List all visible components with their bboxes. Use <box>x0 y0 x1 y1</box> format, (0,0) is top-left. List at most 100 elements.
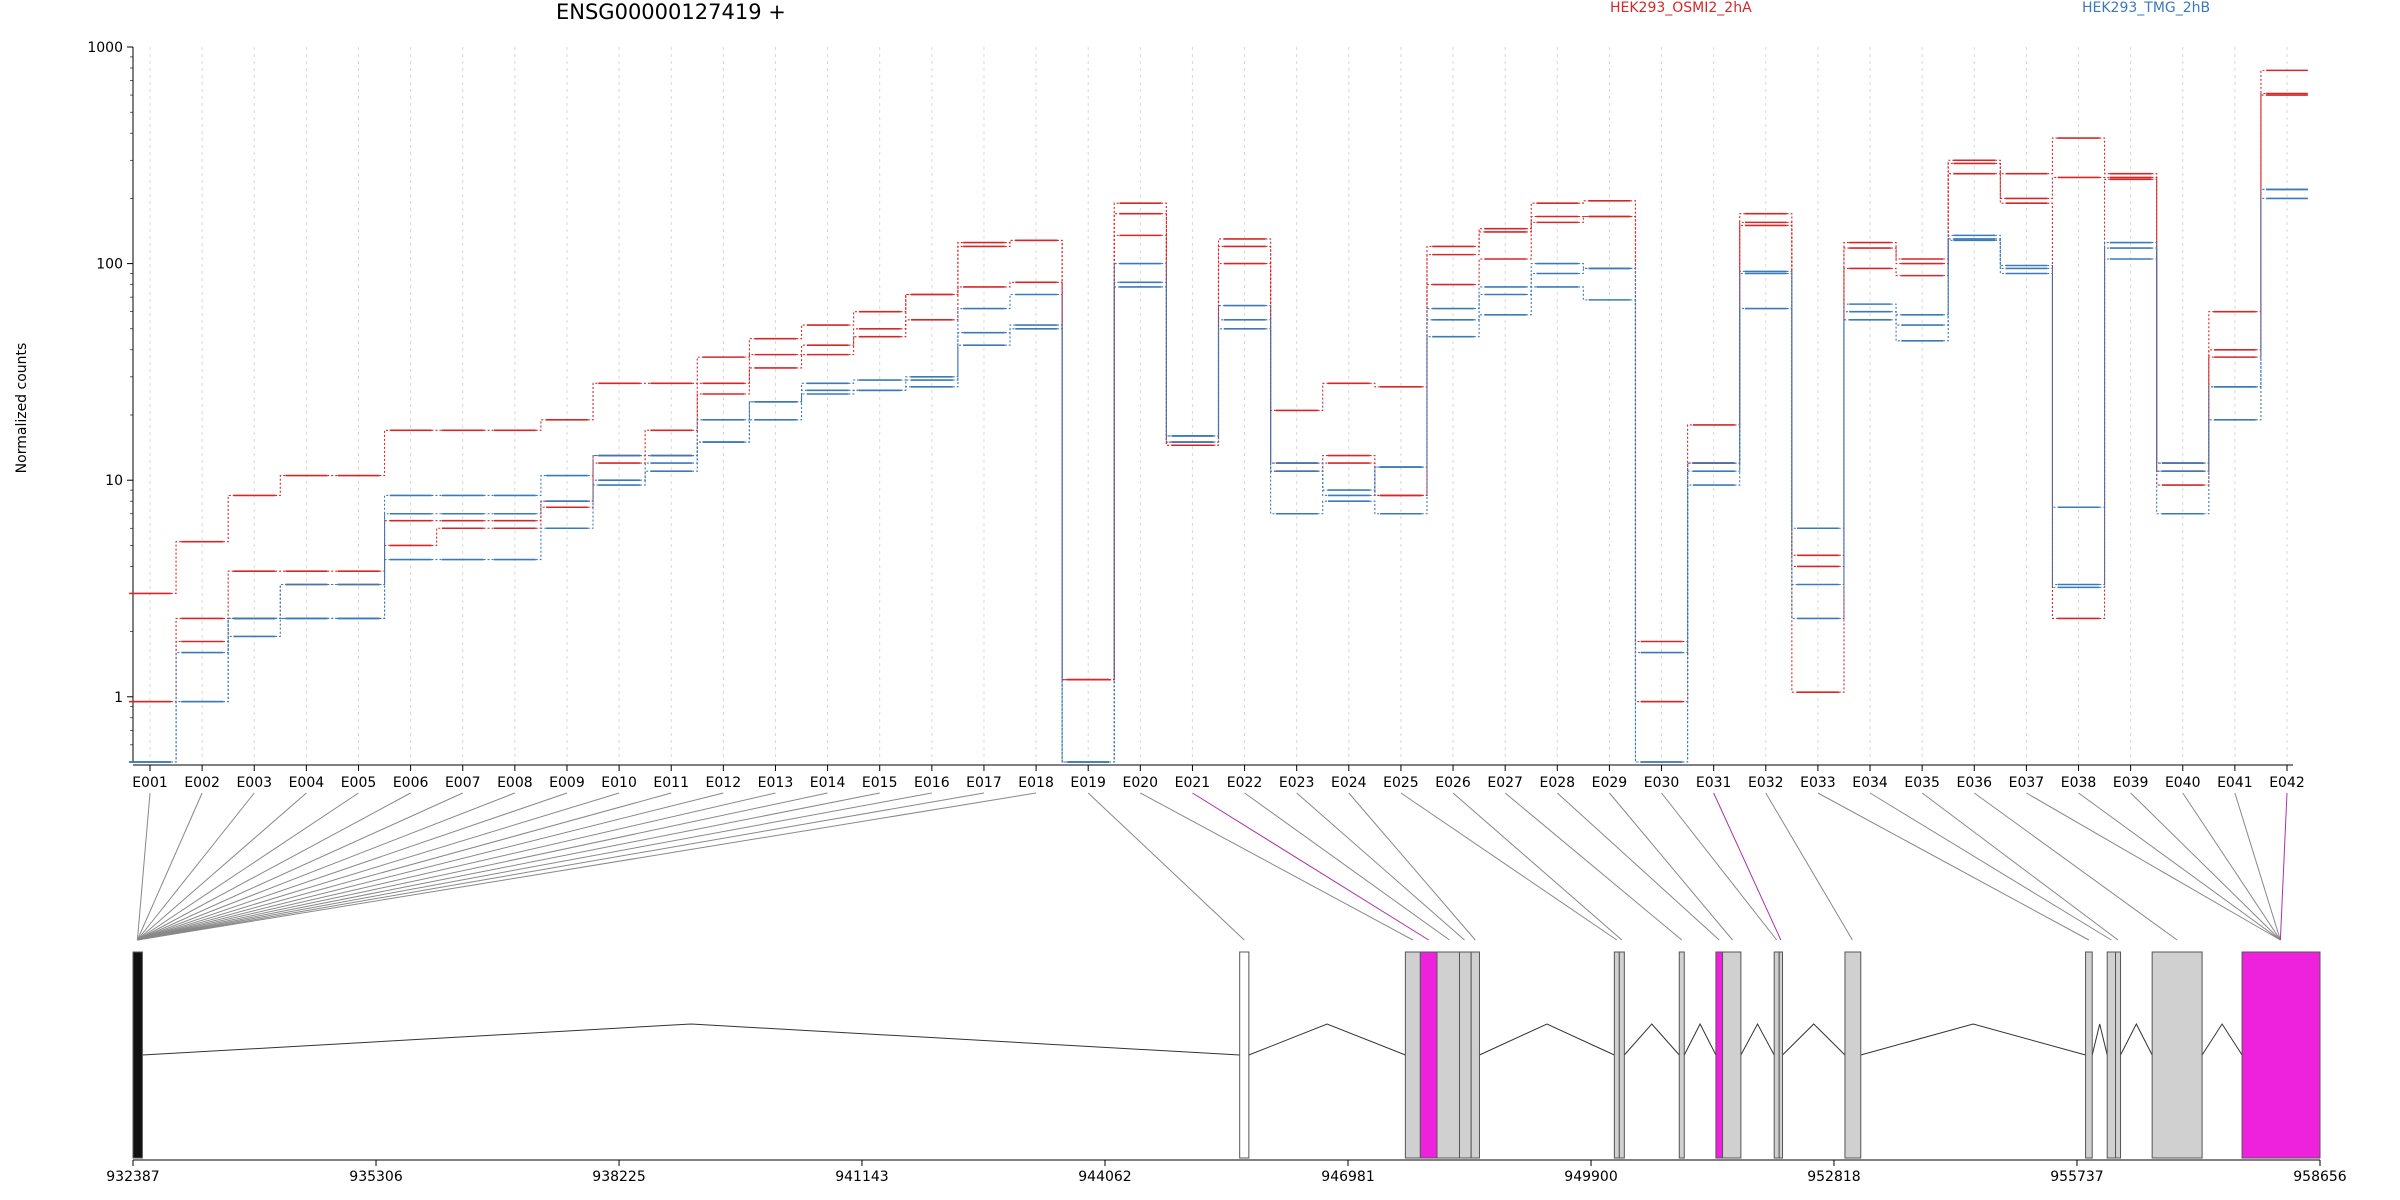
intron-line <box>1479 1023 1615 1056</box>
series-connector <box>1943 239 1954 342</box>
exon-connector-line <box>137 792 516 941</box>
x-tick-label: E023 <box>1279 775 1315 791</box>
series-connector <box>1890 303 1902 316</box>
exon-block <box>1778 951 1784 1159</box>
series-connector <box>275 617 286 637</box>
series-connector <box>1369 466 1381 497</box>
series-connector <box>222 494 234 543</box>
series-connector <box>900 376 911 381</box>
series-connector <box>1004 239 1016 247</box>
series-connector <box>2047 272 2058 588</box>
x-tick-label: E018 <box>1018 775 1054 791</box>
series-connector <box>1786 221 1798 556</box>
legend-entry-osmi2: HEK293_OSMI2_2hA <box>1610 0 1752 16</box>
exon-block <box>1773 951 1780 1159</box>
series-connector <box>2255 197 2267 421</box>
series-connector <box>379 513 390 619</box>
series-connector <box>1995 173 2006 204</box>
x-tick-label: E035 <box>1904 775 1940 791</box>
series-connector <box>1265 319 1276 472</box>
exon-block <box>1419 951 1438 1159</box>
y-tick-label: 10 <box>105 473 123 489</box>
x-tick-label: E017 <box>966 775 1002 791</box>
exon-connector-line <box>1140 792 1414 941</box>
series-connector <box>900 379 911 391</box>
exon-block <box>2106 951 2117 1159</box>
series-connector <box>1109 234 1120 681</box>
x-tick-label: E034 <box>1852 775 1888 791</box>
series-connector <box>900 386 911 391</box>
series-connector <box>275 475 286 497</box>
exon-connector-line <box>137 792 1037 941</box>
exon-block <box>132 951 143 1159</box>
series-connector <box>692 356 703 384</box>
series-connector <box>2099 258 2110 588</box>
series-connector <box>1004 328 1016 346</box>
series-connector <box>1995 239 2006 275</box>
series-connector <box>2203 419 2215 515</box>
series-connector <box>1473 286 1485 310</box>
exon-connector-line <box>137 792 307 941</box>
exon-connector-line <box>1713 792 1782 941</box>
genomic-tick-label: 941143 <box>835 1169 888 1185</box>
series-connector <box>2255 188 2267 388</box>
series-connector <box>796 344 807 356</box>
series-connector <box>1213 328 1224 443</box>
x-tick-label: E036 <box>1956 775 1992 791</box>
exon-block <box>1470 951 1480 1159</box>
x-tick-label: E006 <box>393 775 429 791</box>
exon-connector-line <box>137 792 411 941</box>
series-connector <box>1473 314 1485 338</box>
exon-connector-line <box>2078 792 2281 941</box>
series-connector <box>2203 386 2215 472</box>
intron-line <box>2120 1022 2153 1056</box>
series-connector <box>1369 466 1381 491</box>
x-tick-label: E005 <box>341 775 377 791</box>
exon-connector-line <box>1973 792 2178 941</box>
series-connector <box>222 617 234 703</box>
x-tick-label: E031 <box>1696 775 1732 791</box>
series-connector <box>1838 311 1850 586</box>
series-connector <box>848 328 859 346</box>
exon-block <box>1239 951 1250 1159</box>
series-connector <box>952 332 964 381</box>
x-tick-label: E042 <box>2269 775 2305 791</box>
x-tick-label: E014 <box>810 775 846 791</box>
series-connector <box>1890 319 1902 342</box>
exon-connector-line <box>1400 792 1618 941</box>
exon-block <box>1613 951 1620 1159</box>
x-tick-label: E009 <box>549 775 585 791</box>
exon-connector-line <box>1087 792 1245 941</box>
exon-connector-line <box>137 792 776 941</box>
x-tick-label: E021 <box>1175 775 1211 791</box>
exon-block <box>1436 951 1460 1159</box>
x-tick-label: E010 <box>601 775 637 791</box>
series-connector <box>1056 281 1068 681</box>
x-tick-label: E020 <box>1123 775 1159 791</box>
series-connector <box>1004 293 1016 310</box>
y-tick-label: 1 <box>114 690 123 706</box>
intron-line <box>142 1023 1240 1056</box>
series-connector <box>900 319 911 338</box>
exon-connector-line <box>1609 792 1733 941</box>
series-connector <box>1578 200 1589 204</box>
exon-connector-line <box>1817 792 2090 941</box>
series-connector <box>1890 311 1902 326</box>
x-tick-label: E015 <box>862 775 898 791</box>
series-connector <box>1682 484 1693 763</box>
exon-block <box>1844 951 1862 1159</box>
exon-connector-line <box>137 792 828 941</box>
series-connector <box>1578 286 1589 301</box>
series-connector <box>2047 176 2058 199</box>
exon-block <box>1722 951 1742 1159</box>
series-connector <box>1421 336 1433 515</box>
series-connector <box>1369 382 1381 388</box>
series-connector <box>379 429 390 477</box>
series-connector <box>2151 258 2162 515</box>
series-connector <box>587 479 599 502</box>
exon-connector-line <box>1192 792 1429 941</box>
exon-connector-line <box>1452 792 1623 941</box>
series-connector <box>1943 234 1954 316</box>
series-connector <box>848 379 859 384</box>
